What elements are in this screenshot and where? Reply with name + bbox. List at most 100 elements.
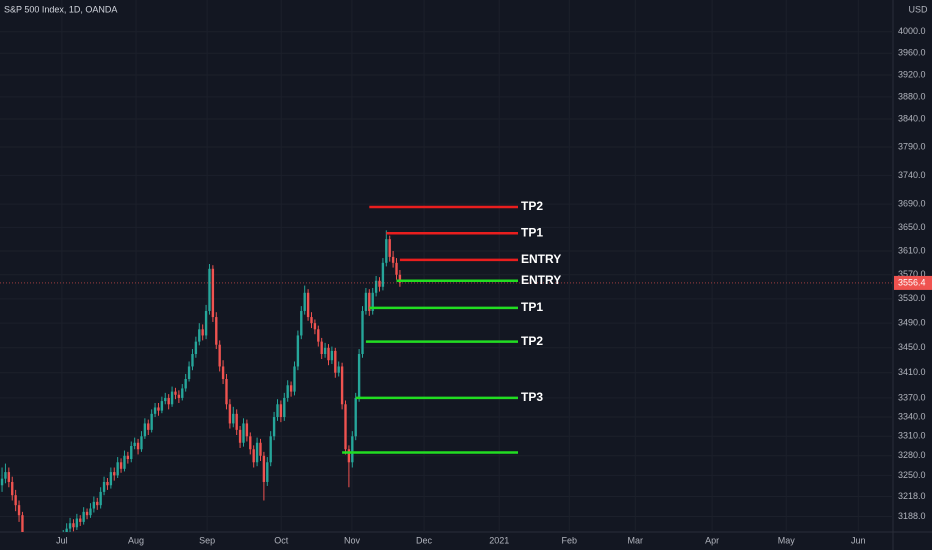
candle-body bbox=[218, 344, 221, 367]
y-tick-label: 3188.0 bbox=[898, 511, 926, 521]
x-tick-label: Feb bbox=[562, 535, 578, 545]
candle-body bbox=[310, 317, 313, 324]
candle-body bbox=[72, 523, 75, 528]
candle-body bbox=[327, 347, 330, 361]
level-label: ENTRY bbox=[521, 252, 561, 266]
x-tick-label: Apr bbox=[705, 535, 719, 545]
candle-body bbox=[364, 292, 368, 311]
candle-body bbox=[323, 347, 327, 355]
candle-body bbox=[385, 239, 388, 263]
axes: 4000.0 3960.0 3920.0 3880.0 3840.0 3790.0 3740… bbox=[56, 26, 932, 545]
y-tick-label: 3690.0 bbox=[898, 199, 926, 209]
candle-body bbox=[160, 401, 164, 411]
level-label: TP2 bbox=[521, 334, 543, 348]
candle-body bbox=[204, 310, 208, 336]
candle-body bbox=[184, 378, 187, 389]
y-tick-label: 3250.0 bbox=[898, 470, 926, 480]
candle-body bbox=[153, 407, 157, 414]
candle-body bbox=[354, 397, 357, 437]
y-tick-label: 3840.0 bbox=[898, 113, 926, 123]
candle-body bbox=[7, 472, 11, 482]
x-tick-label: Nov bbox=[344, 535, 361, 545]
y-tick-label: 3960.0 bbox=[898, 48, 926, 58]
y-tick-label: 3340.0 bbox=[898, 411, 926, 421]
candle-body bbox=[337, 366, 340, 373]
candle-body bbox=[164, 397, 167, 402]
candle-body bbox=[191, 354, 194, 367]
candle-body bbox=[21, 515, 24, 532]
y-tick-label: 3610.0 bbox=[898, 245, 926, 255]
candle-body bbox=[296, 335, 300, 367]
candle-body bbox=[208, 268, 211, 311]
y-tick-label: 3790.0 bbox=[898, 141, 926, 151]
x-tick-label: May bbox=[778, 535, 796, 545]
candle-body bbox=[293, 366, 296, 392]
candle-body bbox=[198, 329, 201, 342]
candle-body bbox=[147, 423, 150, 430]
candle-body bbox=[187, 366, 191, 379]
candle-body bbox=[269, 436, 272, 463]
candle-body bbox=[150, 413, 153, 430]
grid bbox=[0, 0, 893, 532]
candle-body bbox=[306, 292, 310, 318]
candle-body bbox=[102, 481, 106, 492]
last-price-label: 3556.4 bbox=[898, 277, 926, 287]
candle-body bbox=[361, 310, 364, 355]
candle-body bbox=[174, 391, 177, 395]
candle-body bbox=[279, 404, 283, 418]
candle-body bbox=[68, 523, 72, 529]
candle-body bbox=[99, 491, 102, 506]
candle-body bbox=[395, 262, 398, 275]
candle-body bbox=[252, 449, 255, 463]
candle-body bbox=[381, 262, 385, 287]
candle-body bbox=[201, 329, 204, 336]
candle-body bbox=[320, 341, 323, 355]
y-tick-label: 3450.0 bbox=[898, 342, 926, 352]
candle-body bbox=[351, 436, 354, 463]
x-tick-label: Mar bbox=[627, 535, 643, 545]
candle-body bbox=[211, 268, 215, 318]
candle-body bbox=[109, 472, 113, 486]
candle-body bbox=[388, 239, 391, 257]
x-tick-label: Dec bbox=[416, 535, 433, 545]
candle-body bbox=[4, 472, 7, 479]
candle-body bbox=[143, 423, 147, 437]
y-tick-label: 3218.0 bbox=[898, 491, 926, 501]
candle-body bbox=[116, 462, 119, 476]
x-tick-label: Jul bbox=[56, 535, 68, 545]
candle-body bbox=[391, 256, 395, 263]
candle-body bbox=[357, 354, 361, 398]
y-tick-label: 3280.0 bbox=[898, 450, 926, 460]
x-tick-label: Jun bbox=[851, 535, 866, 545]
candle-body bbox=[289, 385, 293, 392]
candle-body bbox=[75, 518, 79, 528]
candle-body bbox=[133, 442, 136, 447]
level-label: TP1 bbox=[521, 225, 543, 239]
candle-body bbox=[245, 423, 249, 437]
chart-title: S&P 500 Index, 1D, OANDA bbox=[4, 4, 117, 14]
candle-body bbox=[17, 505, 21, 516]
y-tick-label: 3490.0 bbox=[898, 318, 926, 328]
candle-body bbox=[272, 417, 276, 437]
y-tick-label: 3740.0 bbox=[898, 170, 926, 180]
y-tick-label: 3310.0 bbox=[898, 431, 926, 441]
candle-body bbox=[262, 455, 266, 482]
candle-body bbox=[317, 329, 320, 342]
y-tick-label: 3880.0 bbox=[898, 91, 926, 101]
level-label: TP2 bbox=[521, 199, 543, 213]
candle-body bbox=[106, 481, 109, 486]
candle-body bbox=[368, 292, 371, 311]
candle-body bbox=[136, 442, 140, 450]
candle-body bbox=[371, 292, 374, 311]
x-tick-label: 2021 bbox=[489, 535, 509, 545]
level-label: TP3 bbox=[521, 390, 543, 404]
candle-body bbox=[221, 366, 225, 379]
candle-body bbox=[330, 350, 334, 361]
candle-body bbox=[283, 397, 286, 418]
candle-body bbox=[374, 280, 378, 293]
x-tick-label: Aug bbox=[128, 535, 144, 545]
candle-body bbox=[303, 292, 306, 311]
candle-body bbox=[215, 317, 218, 345]
y-tick-label: 4000.0 bbox=[898, 26, 926, 36]
candle-body bbox=[238, 429, 242, 443]
